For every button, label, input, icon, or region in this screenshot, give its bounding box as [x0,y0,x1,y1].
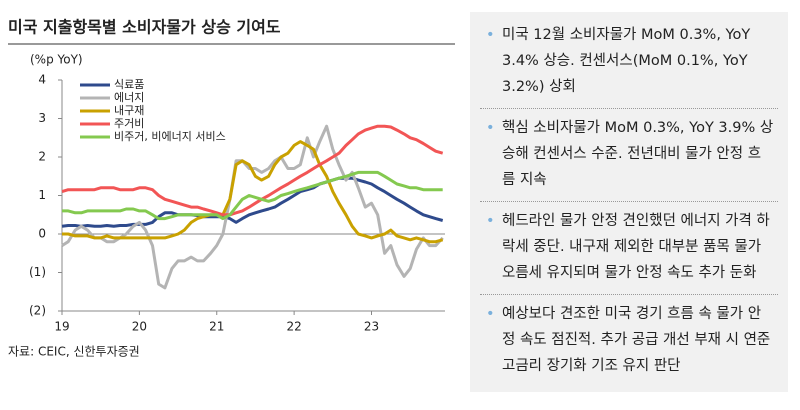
x-tick-label: 19 [54,320,69,334]
y-axis-label: (%p YoY) [30,53,83,67]
y-tick-label: 4 [38,73,46,87]
x-tick-label: 22 [286,320,301,334]
note: 미국 12월 소비자물가 MoM 0.3%, YoY 3.4% 상승. 컨센서스… [480,16,778,109]
series-line [62,170,443,221]
legend-label: 에너지 [114,91,144,104]
series-line [61,124,444,217]
x-tick-label: 23 [364,320,379,334]
y-tick-label: 2 [38,150,46,164]
series-line [62,140,444,244]
legend-label: 식료품 [114,78,144,91]
x-tick-label: 20 [132,320,147,334]
series-line [61,124,444,290]
note: 헤드라인 물가 안정 견인했던 에너지 가격 하락세 중단. 내구재 제외한 대… [480,202,778,295]
x-tick-label: 21 [209,320,224,334]
legend-label: 비주거, 비에너지 서비스 [114,130,226,143]
chart: 미국 지출항목별 소비자물가 상승 기여도 (%p YoY) 자료: CEIC,… [8,18,455,359]
y-tick-label: (2) [29,304,46,318]
note: 예상보다 견조한 미국 경기 흐름 속 물가 안정 속도 점진적. 추가 공급 … [480,295,778,387]
series-line [61,176,444,228]
source: 자료: CEIC, 신한투자증권 [8,345,140,359]
notes-panel: 미국 12월 소비자물가 MoM 0.3%, YoY 3.4% 상승. 컨센서스… [470,12,788,392]
y-tick-label: 1 [38,188,46,202]
note: 핵심 소비자물가 MoM 0.3%, YoY 3.9% 상승해 컨센서스 수준.… [480,109,778,202]
y-tick-label: 0 [38,227,46,241]
y-tick-label: 3 [38,111,46,125]
legend-label: 주거비 [114,117,144,130]
chart-title: 미국 지출항목별 소비자물가 상승 기여도 [8,18,281,37]
y-tick-label: (1) [29,265,46,279]
legend-label: 내구재 [114,104,144,117]
